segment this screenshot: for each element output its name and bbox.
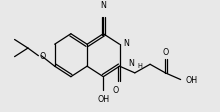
Text: O: O [162, 47, 169, 56]
Text: N: N [128, 59, 134, 68]
Text: N: N [123, 39, 129, 47]
Text: O: O [39, 52, 45, 61]
Text: O: O [113, 86, 119, 94]
Text: N: N [100, 1, 106, 10]
Text: OH: OH [185, 75, 198, 84]
Text: H: H [138, 62, 143, 68]
Text: OH: OH [97, 94, 109, 103]
